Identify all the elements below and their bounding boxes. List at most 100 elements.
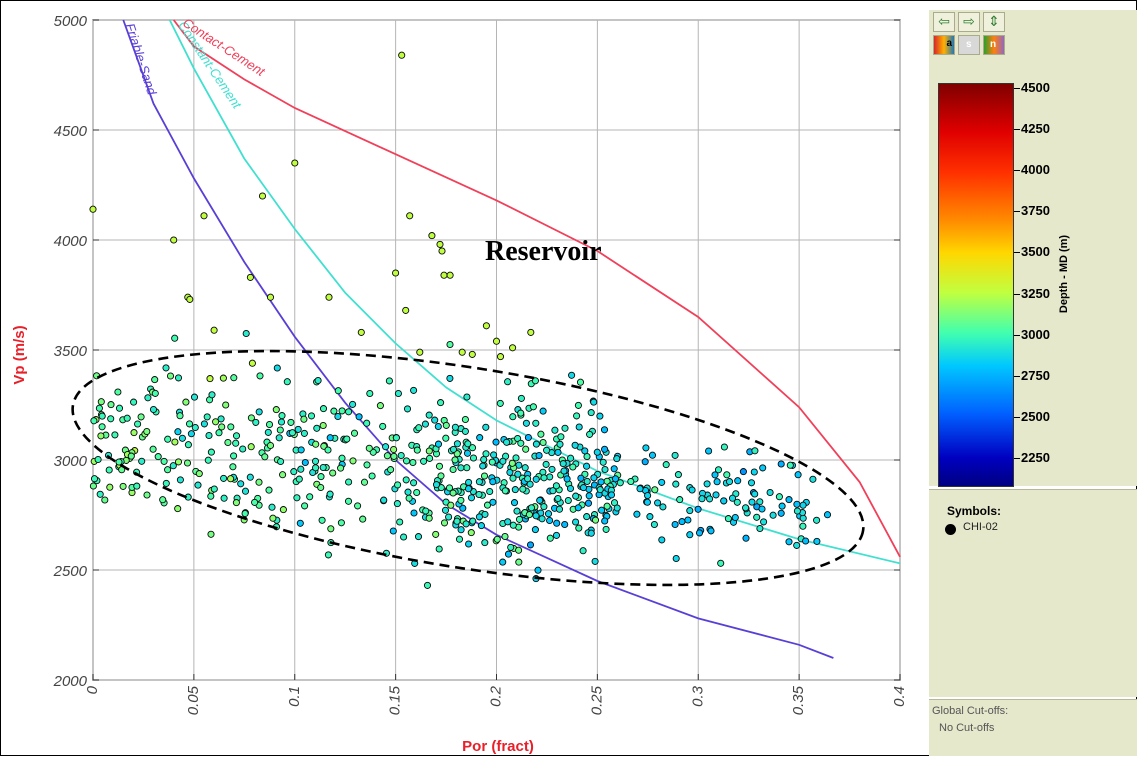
data-point <box>97 432 105 440</box>
arrow-updown-icon[interactable]: ⇕ <box>983 12 1005 32</box>
colorbar-tick <box>1014 416 1020 418</box>
data-point <box>581 447 589 455</box>
data-point <box>237 480 245 488</box>
data-point <box>793 507 801 515</box>
data-point <box>400 533 408 541</box>
data-point <box>514 434 522 443</box>
data-point <box>496 399 504 407</box>
data-point <box>750 468 758 476</box>
data-point <box>671 520 679 529</box>
data-point <box>239 445 247 453</box>
colorbar-tick <box>1014 375 1020 377</box>
data-point <box>766 488 774 497</box>
data-point <box>337 464 345 472</box>
data-point <box>515 558 523 566</box>
data-point <box>599 458 607 466</box>
data-point <box>552 531 561 539</box>
data-point <box>511 486 519 494</box>
data-point <box>457 464 465 472</box>
data-point <box>711 471 719 479</box>
data-point <box>344 497 353 505</box>
data-point <box>130 429 138 437</box>
data-point <box>479 462 487 470</box>
data-point <box>717 559 725 567</box>
data-point <box>695 529 704 537</box>
data-point <box>579 484 588 492</box>
data-point <box>390 452 398 460</box>
data-point <box>207 530 215 538</box>
data-point <box>402 476 410 484</box>
data-point <box>338 454 346 462</box>
data-point <box>464 485 473 493</box>
data-point <box>684 516 692 524</box>
data-point <box>786 461 794 469</box>
data-point <box>114 388 122 396</box>
x-tick-label: 0.35 <box>790 685 807 715</box>
data-point <box>574 504 582 512</box>
data-point <box>714 466 723 474</box>
data-point <box>178 434 186 442</box>
size-s-button[interactable]: s <box>958 35 980 55</box>
data-point <box>241 487 250 495</box>
data-point <box>363 419 371 427</box>
legend-title: Symbols: <box>947 504 1002 518</box>
data-point <box>463 393 471 401</box>
data-point <box>230 452 238 460</box>
data-point <box>392 269 400 277</box>
data-point <box>185 420 194 428</box>
data-point <box>540 474 548 482</box>
data-point <box>195 470 203 478</box>
data-point <box>662 461 670 469</box>
data-point <box>229 463 237 471</box>
arrow-left-icon[interactable]: ⇦ <box>933 12 955 32</box>
data-point <box>174 505 182 513</box>
data-point <box>480 472 489 480</box>
data-point <box>232 439 240 447</box>
data-point <box>258 192 267 200</box>
data-point <box>389 527 397 535</box>
color-a-button[interactable]: a <box>933 35 955 55</box>
data-point <box>658 536 666 544</box>
data-point <box>442 421 450 429</box>
data-point <box>414 533 423 541</box>
data-point <box>672 554 680 563</box>
data-point <box>813 516 821 524</box>
data-point <box>355 413 363 421</box>
data-point <box>420 457 428 465</box>
data-point <box>650 520 658 529</box>
data-point <box>277 418 286 426</box>
data-point <box>276 426 284 434</box>
data-point <box>359 515 367 523</box>
data-point <box>96 490 104 498</box>
arrow-right-icon[interactable]: ⇨ <box>958 12 980 32</box>
data-point <box>802 537 810 545</box>
data-point <box>343 435 351 443</box>
data-point <box>778 502 786 510</box>
curve-constant-cement <box>168 19 901 565</box>
data-point <box>324 446 332 454</box>
data-point <box>563 475 571 483</box>
x-tick-label: 0 <box>84 685 101 694</box>
data-point <box>593 448 601 456</box>
data-point <box>724 515 732 523</box>
colorbar-tick-label: 4000 <box>1021 162 1050 178</box>
data-point <box>357 328 365 336</box>
data-point <box>571 441 579 449</box>
data-point <box>469 454 478 462</box>
data-point <box>350 429 359 437</box>
data-point <box>101 496 109 504</box>
color-n-button[interactable]: n <box>983 35 1005 55</box>
x-tick-label: 0.3 <box>689 685 706 707</box>
data-point <box>242 329 250 338</box>
data-point <box>290 468 298 476</box>
data-point <box>210 326 218 334</box>
data-point <box>248 359 256 367</box>
data-point <box>813 537 821 545</box>
data-point <box>633 510 641 518</box>
data-point <box>575 524 583 532</box>
colorbar-tick <box>1014 129 1020 131</box>
data-point <box>504 378 512 386</box>
data-point <box>334 387 342 395</box>
data-point <box>482 423 490 431</box>
data-point <box>410 509 418 517</box>
